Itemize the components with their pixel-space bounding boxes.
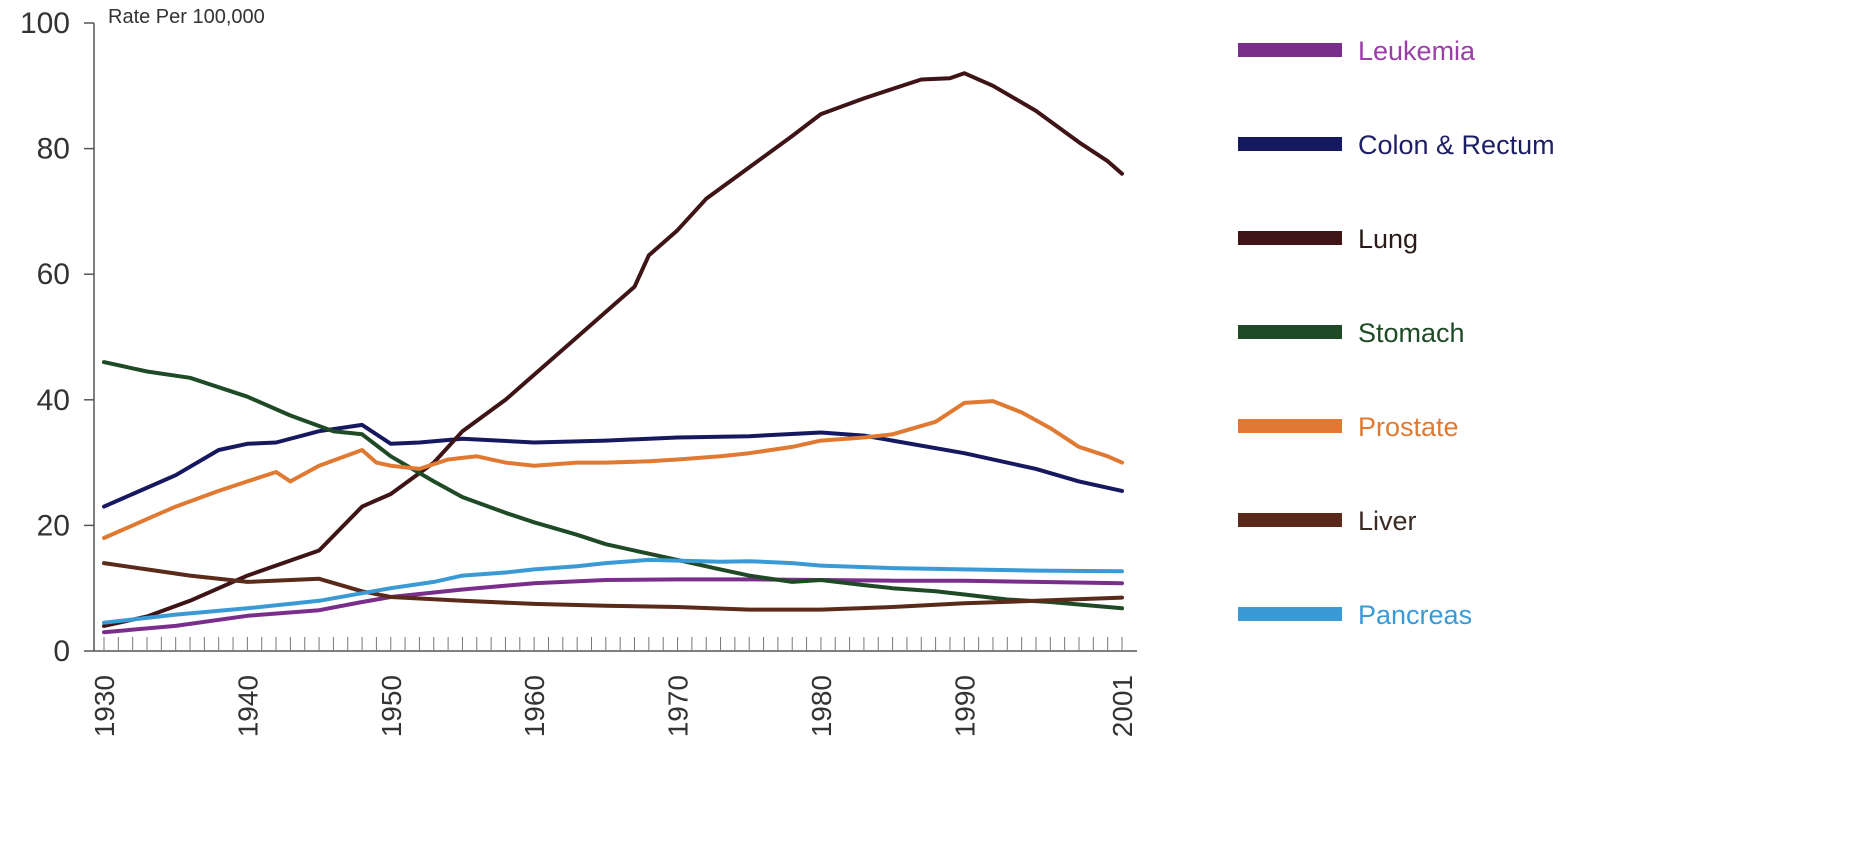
series-line-leukemia: [102, 577, 1124, 635]
legend-label-lung: Lung: [1358, 224, 1418, 254]
legend-label-liver: Liver: [1358, 506, 1417, 536]
x-tick-label: 2001: [1107, 675, 1138, 737]
series-lines: [102, 71, 1124, 635]
y-tick-labels: 0 20 40 60 80 100: [20, 7, 70, 668]
legend-label-leukemia: Leukemia: [1358, 36, 1476, 66]
x-tick-label: 1990: [949, 675, 980, 737]
series-line-stomach: [102, 360, 1124, 611]
legend-swatch-lung: [1238, 231, 1342, 245]
legend-label-prostate: Prostate: [1358, 412, 1459, 442]
series-line-liver: [102, 561, 1124, 612]
legend-label-colon-rectum: Colon & Rectum: [1358, 130, 1555, 160]
x-tick-label: 1930: [89, 675, 120, 737]
x-tick-label: 1980: [806, 675, 837, 737]
legend-swatch-stomach: [1238, 325, 1342, 339]
x-tick-label: 1960: [519, 675, 550, 737]
x-minor-ticks: [103, 637, 1123, 651]
legend-swatch-pancreas: [1238, 607, 1342, 621]
y-tick-label: 80: [37, 133, 70, 166]
legend-swatch-leukemia: [1238, 43, 1342, 57]
y-tick-label: 60: [37, 258, 70, 291]
y-tick-marks: [84, 22, 94, 652]
x-tick-label: 1950: [376, 675, 407, 737]
x-tick-label: 1940: [232, 675, 263, 737]
legend-swatch-colon-rectum: [1238, 137, 1342, 151]
y-tick-label: 0: [53, 635, 70, 668]
series-line-lung: [102, 71, 1124, 628]
legend: Leukemia Colon & Rectum Lung Stomach Prostat…: [1238, 36, 1555, 630]
legend-label-pancreas: Pancreas: [1358, 600, 1472, 630]
x-tick-labels: 1930 1940 1950 1960 1970 1980 1990 2001: [89, 675, 1138, 737]
series-line-pancreas: [102, 557, 1124, 625]
y-tick-label: 100: [20, 7, 70, 40]
y-tick-label: 20: [37, 509, 70, 542]
chart-axes: 1930 1940 1950 1960 1970 1980 1990 2001 0 20 40 60…: [20, 6, 1138, 737]
series-line-prostate: [102, 399, 1124, 540]
x-tick-label: 1970: [663, 675, 694, 737]
legend-label-stomach: Stomach: [1358, 318, 1465, 348]
y-axis-title: Rate Per 100,000: [108, 6, 265, 28]
legend-swatch-liver: [1238, 513, 1342, 527]
legend-swatch-prostate: [1238, 419, 1342, 433]
series-line-colon-rectum: [102, 422, 1124, 509]
y-tick-label: 40: [37, 384, 70, 417]
